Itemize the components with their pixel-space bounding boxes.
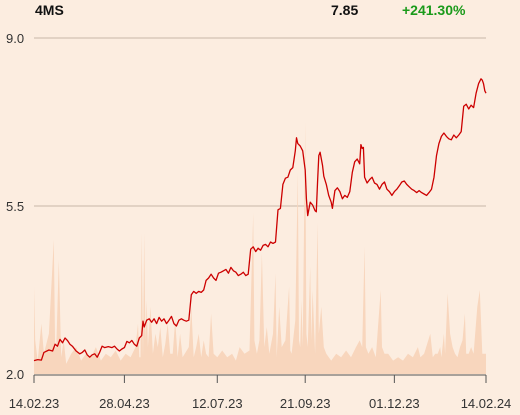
volume-area-group [34, 122, 486, 374]
y-tick-label: 2.0 [6, 367, 24, 382]
x-tick-label: 21.09.23 [280, 396, 331, 411]
x-axis: 14.02.23 28.04.23 12.07.23 21.09.23 01.12.23… [9, 374, 512, 411]
volume-area [34, 122, 486, 374]
grid-lines [34, 37, 486, 207]
y-tick-label: 5.5 [6, 199, 24, 214]
x-tick-label: 14.02.24 [461, 396, 512, 411]
y-axis-labels: 9.0 5.5 2.0 [6, 31, 24, 382]
x-tick-label: 28.04.23 [99, 396, 150, 411]
x-tick-label: 01.12.23 [369, 396, 420, 411]
ticker-symbol: 4MS [35, 2, 64, 18]
price-line-group [33, 78, 487, 362]
price-change-percent: +241.30% [402, 2, 466, 18]
price-line [33, 78, 487, 362]
x-tick-label: 14.02.23 [9, 396, 60, 411]
y-tick-label: 9.0 [6, 31, 24, 46]
last-price: 7.85 [331, 2, 359, 18]
x-tick-label: 12.07.23 [192, 396, 243, 411]
